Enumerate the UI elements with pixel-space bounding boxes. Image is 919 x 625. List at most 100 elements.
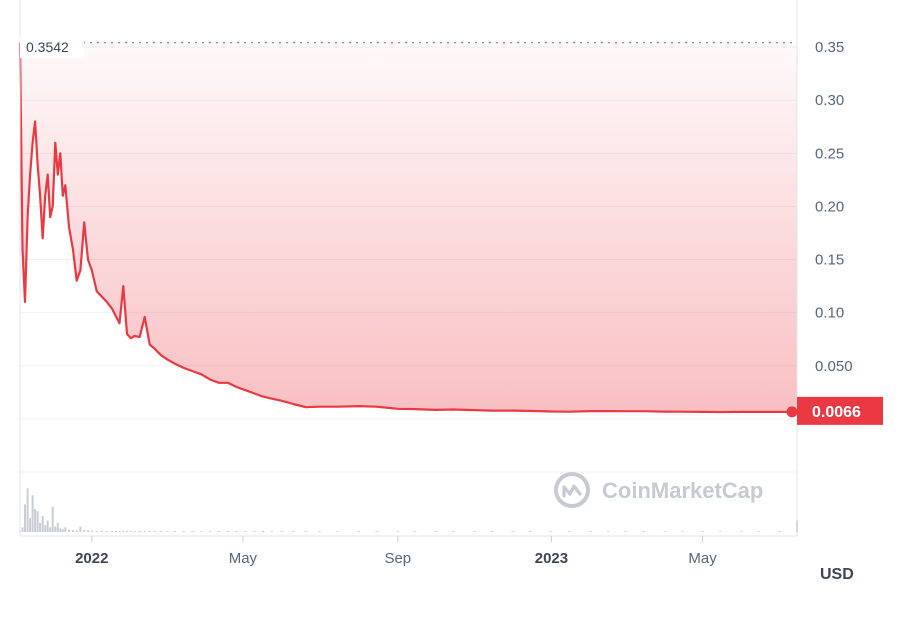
y-axis: 0.40 0.35 0.30 0.25 0.20 0.15 0.10 0.050 xyxy=(815,0,853,375)
current-price-label: 0.0066 xyxy=(812,404,861,421)
volume-bar xyxy=(529,531,531,532)
volume-bar xyxy=(36,511,39,532)
volume-bar xyxy=(642,531,645,532)
volume-bar xyxy=(740,531,743,532)
volume-bar xyxy=(39,522,42,532)
volume-bar xyxy=(663,531,666,532)
volume-bar xyxy=(473,531,476,532)
y-tick-label: 0.25 xyxy=(815,145,844,162)
volume-bar xyxy=(758,531,761,532)
volume-bar xyxy=(452,531,455,532)
volume-bar xyxy=(262,531,264,532)
volume-bar xyxy=(133,531,136,532)
volume-bar xyxy=(173,531,176,532)
volume-bar xyxy=(105,531,108,532)
volume-bar xyxy=(357,531,360,532)
volume-bar xyxy=(75,530,78,532)
volume-bar xyxy=(166,531,169,532)
volume-bar xyxy=(270,531,273,532)
volume-bar xyxy=(160,531,162,532)
volume-bar xyxy=(68,529,71,532)
volume-bar xyxy=(235,531,238,532)
volume-bar xyxy=(21,527,24,532)
y-tick-label: 0.10 xyxy=(815,305,844,322)
volume-bar xyxy=(79,526,82,532)
volume-bar xyxy=(41,515,44,532)
volume-bar xyxy=(182,531,185,532)
chart-frame xyxy=(19,0,798,537)
volume-bar xyxy=(44,525,47,532)
price-area-fill xyxy=(20,42,797,412)
volume-bar xyxy=(129,531,132,532)
volume-bar xyxy=(59,528,62,532)
volume-bar xyxy=(318,531,321,532)
volume-bar xyxy=(64,527,67,532)
volume-bar xyxy=(701,531,704,532)
volume-bar xyxy=(83,529,86,532)
volume-bar xyxy=(46,520,49,532)
x-tick-label: May xyxy=(229,550,258,567)
x-tick-label: Sep xyxy=(384,550,411,567)
volume-bar xyxy=(292,531,295,532)
volume-bar xyxy=(26,488,29,532)
volume-bar xyxy=(34,509,37,532)
volume-bar xyxy=(90,530,93,532)
x-axis: 2022 May Sep 2023 May xyxy=(75,536,717,567)
volume-bar xyxy=(226,531,229,532)
volume-bar xyxy=(71,530,74,532)
currency-unit-label: USD xyxy=(820,566,854,583)
volume-bar xyxy=(304,531,307,532)
volume-bar xyxy=(29,518,32,532)
x-tick-label: May xyxy=(688,550,717,567)
volume-bar xyxy=(61,529,64,532)
volume-bar xyxy=(148,531,151,532)
volume-bar xyxy=(31,495,34,532)
volume-bar xyxy=(396,531,399,532)
price-line xyxy=(18,42,797,414)
x-tick-label: 2023 xyxy=(535,550,568,567)
watermark: CoinMarketCap xyxy=(554,472,763,508)
volume-bar xyxy=(375,531,378,532)
volume-bar xyxy=(49,527,52,532)
volume-bar xyxy=(122,531,125,532)
y-tick-label: 0.050 xyxy=(815,358,853,375)
y-tick-label: 0.35 xyxy=(815,39,844,56)
volume-bar xyxy=(191,531,194,532)
volume-bar xyxy=(110,531,113,532)
volume-bar xyxy=(336,531,339,532)
volume-bar xyxy=(550,531,553,532)
volume-bar xyxy=(568,531,571,532)
y-tick-label: 0.15 xyxy=(815,252,844,269)
volume-bar xyxy=(218,531,220,532)
volume-bar xyxy=(143,531,146,532)
high-label-bg xyxy=(20,36,84,58)
y-tick-label: 0.20 xyxy=(815,198,844,215)
volume-bar xyxy=(434,531,437,532)
volume-bar xyxy=(719,531,722,532)
volume-bar xyxy=(24,504,26,532)
volume-bar xyxy=(209,531,212,532)
volume-bar xyxy=(100,530,103,532)
volume-bar xyxy=(56,522,59,532)
volume-bar xyxy=(253,531,256,532)
volume-bar xyxy=(200,531,203,532)
y-tick-label: 0.30 xyxy=(815,92,844,109)
volume-bar xyxy=(624,531,627,532)
volume-bar xyxy=(114,531,117,532)
volume-bar xyxy=(589,531,592,532)
volume-bar xyxy=(87,530,89,532)
volume-bar xyxy=(778,531,781,532)
volume-bar xyxy=(681,531,684,532)
high-price-label: 0.3542 xyxy=(26,39,69,55)
current-price-dot[interactable] xyxy=(786,406,798,418)
volume-bar xyxy=(244,531,247,532)
volume-bar xyxy=(414,531,417,532)
current-price-badge xyxy=(797,396,883,425)
volume-bar xyxy=(95,531,98,532)
volume-bar xyxy=(280,531,283,532)
volume-bar xyxy=(51,506,54,532)
x-tick-label: 2022 xyxy=(75,550,108,567)
volume-bar xyxy=(126,531,128,532)
